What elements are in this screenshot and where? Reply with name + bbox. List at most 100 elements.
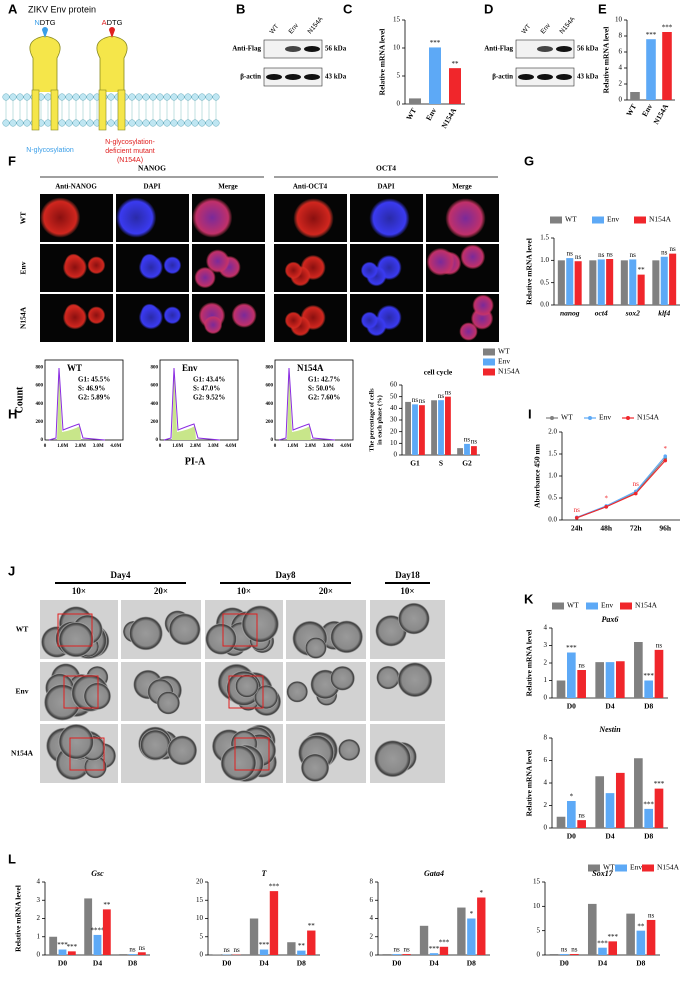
- x-tick-label: 96h: [659, 524, 672, 533]
- colony: [87, 256, 106, 275]
- bar: [556, 816, 566, 828]
- chart-title: cell cycle: [424, 368, 453, 377]
- y-tick-label: 5: [397, 72, 401, 80]
- x-tick-label: D0: [222, 959, 231, 968]
- significance: ns: [471, 438, 478, 446]
- lipid-head: [79, 119, 87, 127]
- hist-x-tick: 0: [44, 444, 47, 449]
- y-tick-label: 6: [370, 896, 374, 904]
- x-tick-label: D8: [644, 832, 653, 841]
- significance: ***: [643, 672, 654, 680]
- hist-x-tick: 3.0M: [93, 444, 104, 449]
- size-label: 43 kDa: [577, 73, 599, 81]
- colony: [83, 755, 107, 779]
- significance: ns: [234, 946, 241, 954]
- colony: [369, 198, 410, 239]
- group-title: OCT4: [376, 164, 396, 173]
- bar: [392, 954, 401, 955]
- lipid-head: [177, 119, 185, 127]
- bar: [654, 788, 664, 828]
- y-tick-label: 0: [619, 96, 623, 104]
- site-motif: DTG: [107, 18, 123, 27]
- y-tick-label: 2: [619, 80, 623, 88]
- significance: *: [605, 495, 609, 503]
- bar: [646, 919, 656, 955]
- zoom-box: [222, 613, 258, 647]
- hist-x-tick: 3.0M: [323, 444, 334, 449]
- lane-label: WT: [268, 23, 280, 35]
- band: [518, 74, 534, 80]
- panel-letter: L: [8, 851, 16, 866]
- row-label: N154A: [19, 306, 28, 329]
- x-tick-label: D4: [93, 959, 102, 968]
- colony: [194, 266, 216, 289]
- significance: ns: [579, 662, 586, 670]
- hist-x-tick: 1.0M: [57, 444, 68, 449]
- significance: ***: [430, 39, 441, 47]
- bar: [457, 448, 463, 455]
- lipid-head: [170, 93, 178, 101]
- x-tick-label: D8: [636, 959, 645, 968]
- x-tick-label: N154A: [651, 102, 670, 126]
- significance: ns: [394, 946, 401, 954]
- legend-swatch: [615, 864, 627, 872]
- stat: G1: 45.5%: [78, 376, 110, 384]
- lipid-head: [107, 93, 115, 101]
- lipid-head: [142, 93, 150, 101]
- bar: [630, 92, 640, 100]
- colony: [284, 261, 303, 280]
- hist-x-tick: 4.0M: [225, 444, 236, 449]
- colony: [231, 302, 257, 328]
- y-tick-label: 4: [544, 779, 548, 787]
- stat: G1: 43.4%: [193, 376, 225, 384]
- bar: [652, 260, 660, 305]
- y-axis-label: Relative mRNA level: [525, 238, 534, 305]
- colony: [360, 261, 379, 280]
- protein: [29, 35, 61, 92]
- significance: ***: [654, 780, 665, 788]
- chart-title: Nestin: [598, 725, 621, 734]
- hist-y-tick: 800: [36, 365, 44, 370]
- bar: [637, 274, 645, 305]
- legend-label: Env: [498, 357, 510, 366]
- histogram-curve: [48, 367, 106, 441]
- bar: [402, 954, 411, 955]
- bar: [259, 949, 269, 955]
- bar: [249, 918, 259, 955]
- bar: [620, 260, 628, 305]
- colony: [83, 682, 111, 710]
- legend-marker: [626, 416, 630, 420]
- lipid-head: [191, 119, 199, 127]
- site-pin: [42, 27, 48, 38]
- colony: [360, 311, 379, 330]
- bar: [477, 897, 486, 955]
- lipid-head: [86, 93, 94, 101]
- colony: [163, 306, 182, 325]
- significance: ns: [633, 480, 640, 488]
- colony: [284, 311, 303, 330]
- lipid-head: [135, 119, 143, 127]
- x-tick-label: D0: [567, 702, 576, 711]
- bar: [634, 642, 643, 698]
- stat: G2: 7.60%: [308, 394, 340, 402]
- colony: [472, 294, 494, 317]
- x-tick-label: sox2: [625, 309, 640, 318]
- hist-y-tick: 200: [36, 420, 44, 425]
- y-tick-label: 1: [544, 676, 548, 684]
- hist-y-tick: 800: [151, 365, 159, 370]
- colony: [62, 255, 88, 280]
- x-tick-label: 72h: [630, 524, 643, 533]
- y-tick-label: 1.0: [540, 256, 549, 264]
- y-tick-label: 4: [37, 878, 41, 886]
- hist-y-tick: 600: [36, 384, 44, 389]
- significance: ns: [574, 506, 581, 514]
- legend-swatch: [586, 602, 598, 610]
- colony: [374, 740, 412, 778]
- lipid-head: [72, 93, 80, 101]
- hist-x-tick: 0: [159, 444, 162, 449]
- lipid-head: [184, 93, 192, 101]
- bar: [67, 951, 76, 955]
- y-axis-label: Relative mRNA level: [525, 750, 534, 817]
- hist-x-tick: 2.0M: [305, 444, 316, 449]
- band: [304, 74, 320, 80]
